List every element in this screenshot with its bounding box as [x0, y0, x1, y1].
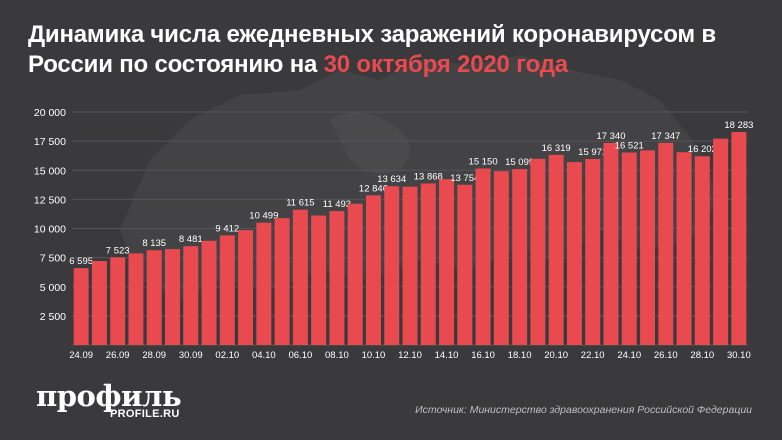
bar: [548, 154, 564, 345]
data-label: 17 340: [596, 131, 625, 142]
x-tick-label: 20.10: [544, 350, 568, 361]
bar: [365, 195, 381, 345]
data-label: 8 135: [142, 238, 166, 249]
y-tick-label: 10 000: [34, 224, 66, 236]
bar: [658, 142, 674, 345]
bar: [475, 168, 491, 345]
x-tick-label: 24.09: [69, 350, 93, 361]
x-tick-label: 22.10: [581, 350, 605, 361]
chart-title-main: Динамика числа ежедневных заражений коро…: [28, 21, 716, 78]
y-tick-label: 12 500: [34, 194, 66, 206]
bar: [201, 240, 217, 345]
profile-logo-domain: PROFILE.RU: [110, 408, 180, 420]
bar: [402, 186, 418, 345]
x-tick-label: 26.10: [654, 350, 678, 361]
x-tick-label: 02.10: [215, 350, 239, 361]
y-tick-label: 5 000: [40, 282, 66, 294]
x-tick-label: 24.10: [617, 350, 641, 361]
bar: [311, 215, 327, 345]
data-label: 8 481: [179, 234, 203, 245]
data-label: 13 754: [450, 173, 479, 184]
bar: [512, 169, 528, 345]
x-tick-label: 08.10: [325, 350, 349, 361]
data-label: 17 347: [651, 131, 680, 142]
x-tick-label: 04.10: [252, 350, 276, 361]
data-label: 9 412: [215, 223, 239, 234]
bar: [219, 235, 235, 345]
bar: [439, 179, 455, 345]
y-tick-label: 15 000: [34, 165, 66, 177]
y-tick-label: 2 500: [40, 311, 66, 323]
bar: [146, 250, 162, 345]
bar: [292, 209, 308, 345]
bar: [347, 203, 363, 345]
data-label: 15 971: [578, 147, 607, 158]
bar: [164, 249, 180, 345]
bar: [713, 138, 729, 345]
chart-title-date: 30 октября 2020 года: [323, 51, 569, 78]
data-label: 11 615: [286, 198, 314, 209]
bar: [530, 158, 546, 345]
data-label: 13 634: [377, 174, 406, 185]
bar: [238, 230, 254, 345]
data-label: 13 868: [414, 171, 443, 182]
source-note: Источник: Министерство здравоохранения Р…: [415, 404, 752, 416]
x-tick-label: 10.10: [362, 350, 386, 361]
bar: [457, 184, 473, 345]
x-tick-label: 30.10: [727, 350, 751, 361]
x-tick-label: 30.09: [179, 350, 203, 361]
data-label: 15 150: [469, 157, 498, 168]
data-label: 15 099: [505, 157, 534, 168]
data-label: 11 493: [323, 199, 351, 210]
bar: [274, 218, 290, 345]
bar: [329, 211, 345, 345]
bar: [566, 162, 582, 345]
bar: [731, 132, 747, 345]
x-tick-label: 16.10: [471, 350, 495, 361]
data-label: 16 521: [615, 141, 644, 152]
x-tick-label: 18.10: [508, 350, 532, 361]
data-label: 16 202: [688, 144, 717, 155]
y-tick-label: 7 500: [40, 253, 66, 265]
profile-logo: профиль: [36, 379, 182, 413]
bar: [256, 222, 272, 345]
bar: [73, 268, 89, 345]
data-label: 10 499: [249, 211, 278, 222]
x-tick-label: 12.10: [398, 350, 422, 361]
x-tick-label: 26.09: [106, 350, 130, 361]
data-label: 16 319: [542, 143, 571, 154]
bar: [91, 260, 107, 345]
data-label: 12 846: [359, 183, 388, 194]
x-tick-label: 06.10: [288, 350, 312, 361]
bar: [585, 158, 601, 345]
x-tick-label: 14.10: [435, 350, 459, 361]
data-label: 6 595: [69, 256, 93, 267]
chart-title: Динамика числа ежедневных заражений коро…: [28, 20, 768, 80]
bar: [621, 152, 637, 345]
data-label: 7 523: [106, 245, 130, 256]
bar: [640, 150, 656, 345]
bar: [694, 156, 710, 345]
bar: [420, 183, 436, 345]
bar: [603, 142, 619, 345]
x-tick-label: 28.10: [690, 350, 714, 361]
data-label: 18 283: [724, 120, 753, 131]
bar: [183, 246, 199, 345]
bar: [128, 253, 144, 345]
bar: [676, 152, 692, 345]
y-tick-label: 20 000: [34, 107, 66, 119]
bar: [110, 257, 126, 345]
bar: [493, 171, 509, 345]
y-tick-label: 17 500: [34, 136, 66, 148]
bar: [384, 186, 400, 345]
x-tick-label: 28.09: [142, 350, 166, 361]
